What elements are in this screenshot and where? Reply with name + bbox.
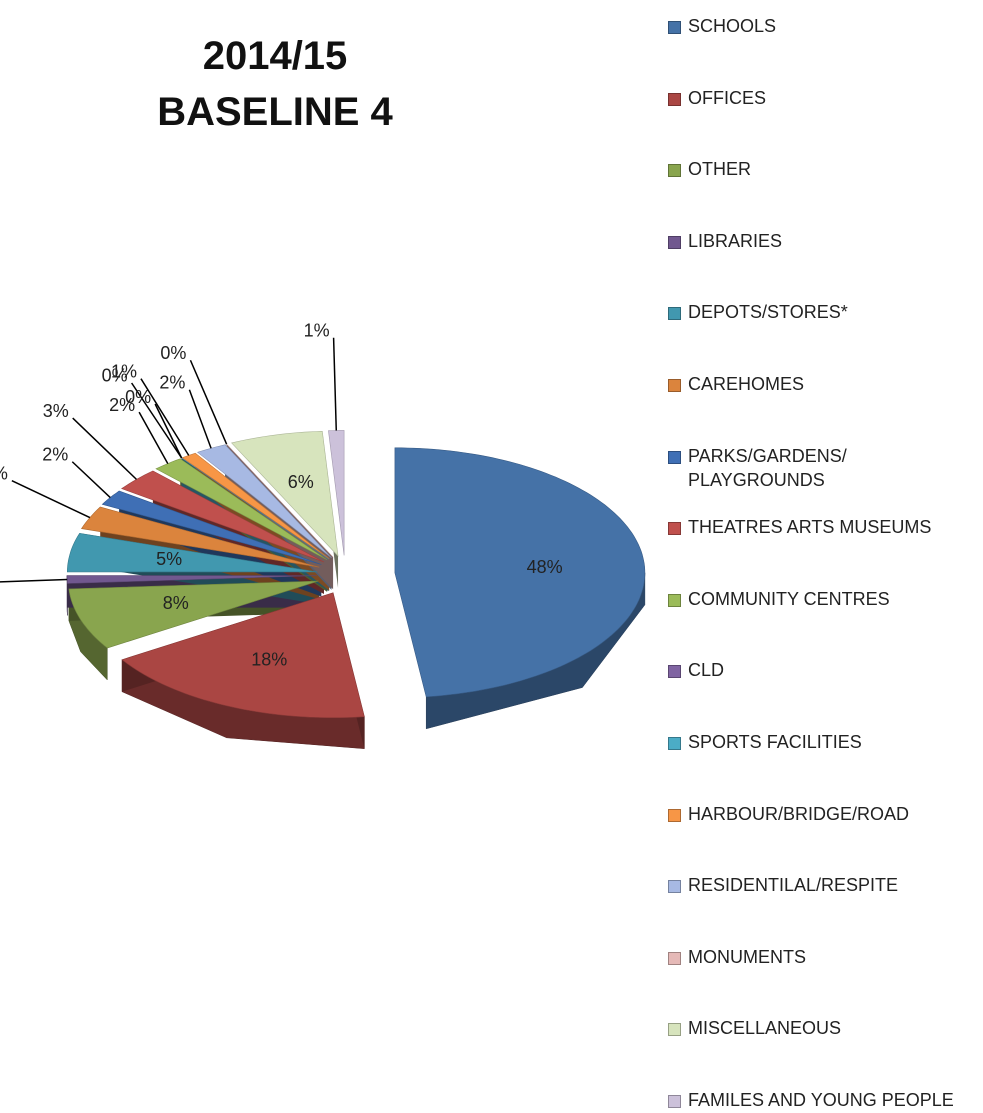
legend-swatch	[668, 1095, 681, 1108]
leader-line	[188, 389, 212, 449]
legend-item: RESIDENTILAL/RESPITE	[668, 873, 983, 897]
data-label: 2%	[109, 395, 135, 415]
legend-swatch	[668, 593, 681, 607]
pie-slice	[226, 443, 334, 558]
data-label: 0%	[160, 343, 186, 363]
legend-swatch	[668, 307, 681, 321]
legend-item: OFFICES	[668, 86, 983, 110]
legend-label: LIBRARIES	[688, 230, 783, 251]
leader-line	[0, 578, 68, 583]
legend-label: CLD	[688, 660, 725, 681]
leader-line	[332, 337, 338, 431]
data-label: 0%	[102, 366, 128, 386]
legend-swatch	[668, 92, 681, 106]
legend-label: OTHER	[688, 159, 751, 180]
data-label: 48%	[527, 557, 563, 577]
leader-line	[71, 461, 111, 499]
pie-slice	[196, 444, 332, 559]
leader-line	[138, 411, 169, 464]
pie-slice	[181, 452, 330, 560]
legend-swatch	[668, 951, 681, 965]
legend-label: OFFICES	[688, 87, 767, 108]
legend-item: DEPOTS/STORES*	[668, 300, 983, 324]
pie-slice	[101, 490, 322, 565]
legend-swatch	[668, 808, 681, 822]
leader-line	[131, 382, 183, 459]
leader-line	[189, 359, 228, 445]
legend-swatch	[668, 21, 681, 34]
legend-label: RESIDENTILAL/RESPITE	[688, 875, 899, 896]
legend-swatch	[668, 665, 681, 679]
legend-item: MONUMENTS	[668, 945, 983, 969]
legend-swatch	[668, 880, 681, 894]
data-label: 5%	[156, 549, 182, 569]
legend-label: SPORTS FACILITIES	[688, 732, 862, 752]
legend-swatch	[668, 379, 681, 392]
legend-label: THEATRES ARTS MUSEUMS	[688, 517, 932, 538]
legend-item: COMMUNITY CENTRES	[668, 587, 983, 611]
pie-slice	[394, 447, 646, 698]
data-label: 8%	[163, 593, 189, 613]
data-label: 3%	[0, 463, 8, 483]
legend-item: OTHER	[668, 157, 983, 181]
pie-slice	[68, 580, 319, 649]
legend-swatch	[668, 450, 681, 464]
legend-item: PARKS/GARDENS/ PLAYGROUNDS	[668, 444, 983, 492]
leader-line	[72, 417, 137, 480]
pie-slice	[121, 470, 325, 563]
pie-slice	[121, 592, 365, 718]
legend-item: CAREHOMES	[668, 372, 983, 396]
chart-title: 2014/15 BASELINE 4	[157, 34, 393, 134]
legend-swatch	[668, 164, 681, 178]
legend-item: CLD	[668, 658, 983, 682]
legend-item: HARBOUR/BRIDGE/ROAD	[668, 802, 983, 826]
pie-slice	[80, 506, 320, 568]
pie-slice	[66, 575, 318, 584]
data-label: 0%	[125, 387, 151, 407]
leader-line	[140, 378, 190, 456]
data-label: 1%	[111, 361, 137, 381]
data-label: 3%	[43, 401, 69, 421]
pie-slice	[66, 532, 318, 573]
legend-label: MISCELLANEOUS	[688, 1018, 842, 1039]
legend-swatch	[668, 522, 681, 536]
data-label: 6%	[288, 472, 314, 492]
data-label: 18%	[251, 649, 287, 669]
legend-label: DEPOTS/STORES*	[688, 302, 848, 323]
data-label: 2%	[159, 373, 185, 393]
legend-label: HARBOUR/BRIDGE/ROAD	[688, 803, 910, 824]
pie-slice	[231, 430, 339, 557]
pie-slice	[155, 458, 328, 561]
legend-label: PARKS/GARDENS/ PLAYGROUNDS	[688, 445, 847, 490]
legend-swatch	[668, 1023, 681, 1037]
legend-item: THEATRES ARTS MUSEUMS	[668, 515, 983, 539]
legend-label: CAREHOMES	[688, 374, 805, 394]
legend-item: LIBRARIES	[668, 229, 983, 253]
legend-label: MONUMENTS	[688, 946, 806, 967]
legend-swatch	[668, 235, 681, 249]
legend-item: FAMILES AND YOUNG PEOPLE	[668, 1088, 983, 1112]
leader-line	[11, 480, 91, 519]
legend-item: SCHOOLS	[668, 14, 983, 38]
legend-item: MISCELLANEOUS	[668, 1016, 983, 1040]
legend-item: SPORTS FACILITIES	[668, 730, 983, 754]
leader-line	[154, 403, 183, 459]
data-label: 2%	[42, 445, 68, 465]
legend-label: FAMILES AND YOUNG PEOPLE	[688, 1090, 954, 1110]
legend-label: SCHOOLS	[688, 16, 777, 36]
data-label: 1%	[304, 321, 330, 341]
legend-label: COMMUNITY CENTRES	[688, 588, 890, 609]
legend-swatch	[668, 737, 681, 750]
